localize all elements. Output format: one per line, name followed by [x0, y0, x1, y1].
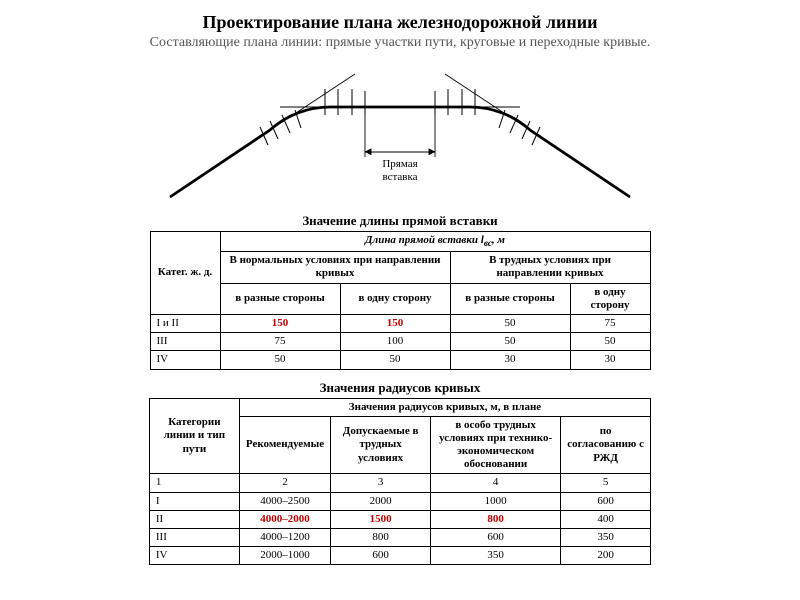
diagram-label-2: вставка [382, 171, 417, 183]
cell: 50 [220, 351, 340, 369]
cell: 4000–1200 [239, 529, 330, 547]
t1-h-diff1: в разные стороны [220, 283, 340, 314]
row-category: III [149, 529, 239, 547]
cell: 200 [561, 547, 651, 565]
cell: 30 [570, 351, 650, 369]
t1-h-same1: в одну сторону [340, 283, 450, 314]
table-row: II4000–20001500800400 [149, 510, 650, 528]
cell: 3 [331, 474, 431, 492]
t1-h-normal: В нормальных условиях при направлении кр… [220, 252, 450, 283]
row-category: II [149, 510, 239, 528]
cell: 1000 [431, 492, 561, 510]
table-curve-radii: Категории линии и тип пути Значения ради… [149, 398, 651, 566]
table1-caption: Значение длины прямой вставки [20, 213, 780, 229]
t2-h-cat: Категории линии и тип пути [149, 398, 239, 474]
cell: 2000–1000 [239, 547, 330, 565]
cell: 75 [570, 314, 650, 332]
cell: 30 [450, 351, 570, 369]
cell: 5 [561, 474, 651, 492]
table-row: IV50503030 [150, 351, 650, 369]
cell: 4 [431, 474, 561, 492]
t1-h-same2: в одну сторону [570, 283, 650, 314]
cell: 1500 [331, 510, 431, 528]
t1-body: I и II1501505075III751005050IV50503030 [150, 314, 650, 369]
row-category: IV [149, 547, 239, 565]
t2-h-hard: Допускаемые в трудных условиях [331, 416, 431, 474]
cell: 600 [561, 492, 651, 510]
cell: 150 [220, 314, 340, 332]
cell: 50 [570, 333, 650, 351]
page-title: Проектирование плана железнодорожной лин… [20, 12, 780, 33]
cell: 350 [561, 529, 651, 547]
cell: 800 [331, 529, 431, 547]
table-row: IV2000–1000600350200 [149, 547, 650, 565]
t1-h-hard: В трудных условиях при направлении кривы… [450, 252, 650, 283]
cell: 400 [561, 510, 651, 528]
cell: 4000–2500 [239, 492, 330, 510]
table-straight-insert: Катег. ж. д. Длина прямой вставки lвс, м… [150, 231, 651, 370]
cell: 150 [340, 314, 450, 332]
cell: 50 [450, 333, 570, 351]
t2-h-rzd: по согласованию с РЖД [561, 416, 651, 474]
t1-h-diff2: в разные стороны [450, 283, 570, 314]
cell: 350 [431, 547, 561, 565]
cell: 600 [331, 547, 431, 565]
t1-h-cat: Катег. ж. д. [150, 232, 220, 315]
table-row: III751005050 [150, 333, 650, 351]
row-category: 1 [149, 474, 239, 492]
t2-body: 12345I4000–250020001000600II4000–2000150… [149, 474, 650, 565]
row-category: IV [150, 351, 220, 369]
row-category: I [149, 492, 239, 510]
table-row: I и II1501505075 [150, 314, 650, 332]
table2-caption: Значения радиусов кривых [20, 380, 780, 396]
cell: 100 [340, 333, 450, 351]
row-category: I и II [150, 314, 220, 332]
cell: 75 [220, 333, 340, 351]
t2-h-veryhard: в особо трудных условиях при технико-эко… [431, 416, 561, 474]
track-plan-diagram: Прямая вставка [140, 57, 660, 207]
cell: 4000–2000 [239, 510, 330, 528]
page-subtitle: Составляющие плана линии: прямые участки… [20, 35, 780, 51]
cell: 600 [431, 529, 561, 547]
row-category: III [150, 333, 220, 351]
table-row: I4000–250020001000600 [149, 492, 650, 510]
cell: 2000 [331, 492, 431, 510]
table-row: III4000–1200800600350 [149, 529, 650, 547]
cell: 50 [340, 351, 450, 369]
cell: 50 [450, 314, 570, 332]
t2-h-rec: Рекомендуемые [239, 416, 330, 474]
table-row: 12345 [149, 474, 650, 492]
t1-h-top: Длина прямой вставки lвс, м [220, 232, 650, 252]
cell: 800 [431, 510, 561, 528]
diagram-label-1: Прямая [382, 158, 417, 170]
t2-h-top: Значения радиусов кривых, м, в плане [239, 398, 650, 416]
cell: 2 [239, 474, 330, 492]
